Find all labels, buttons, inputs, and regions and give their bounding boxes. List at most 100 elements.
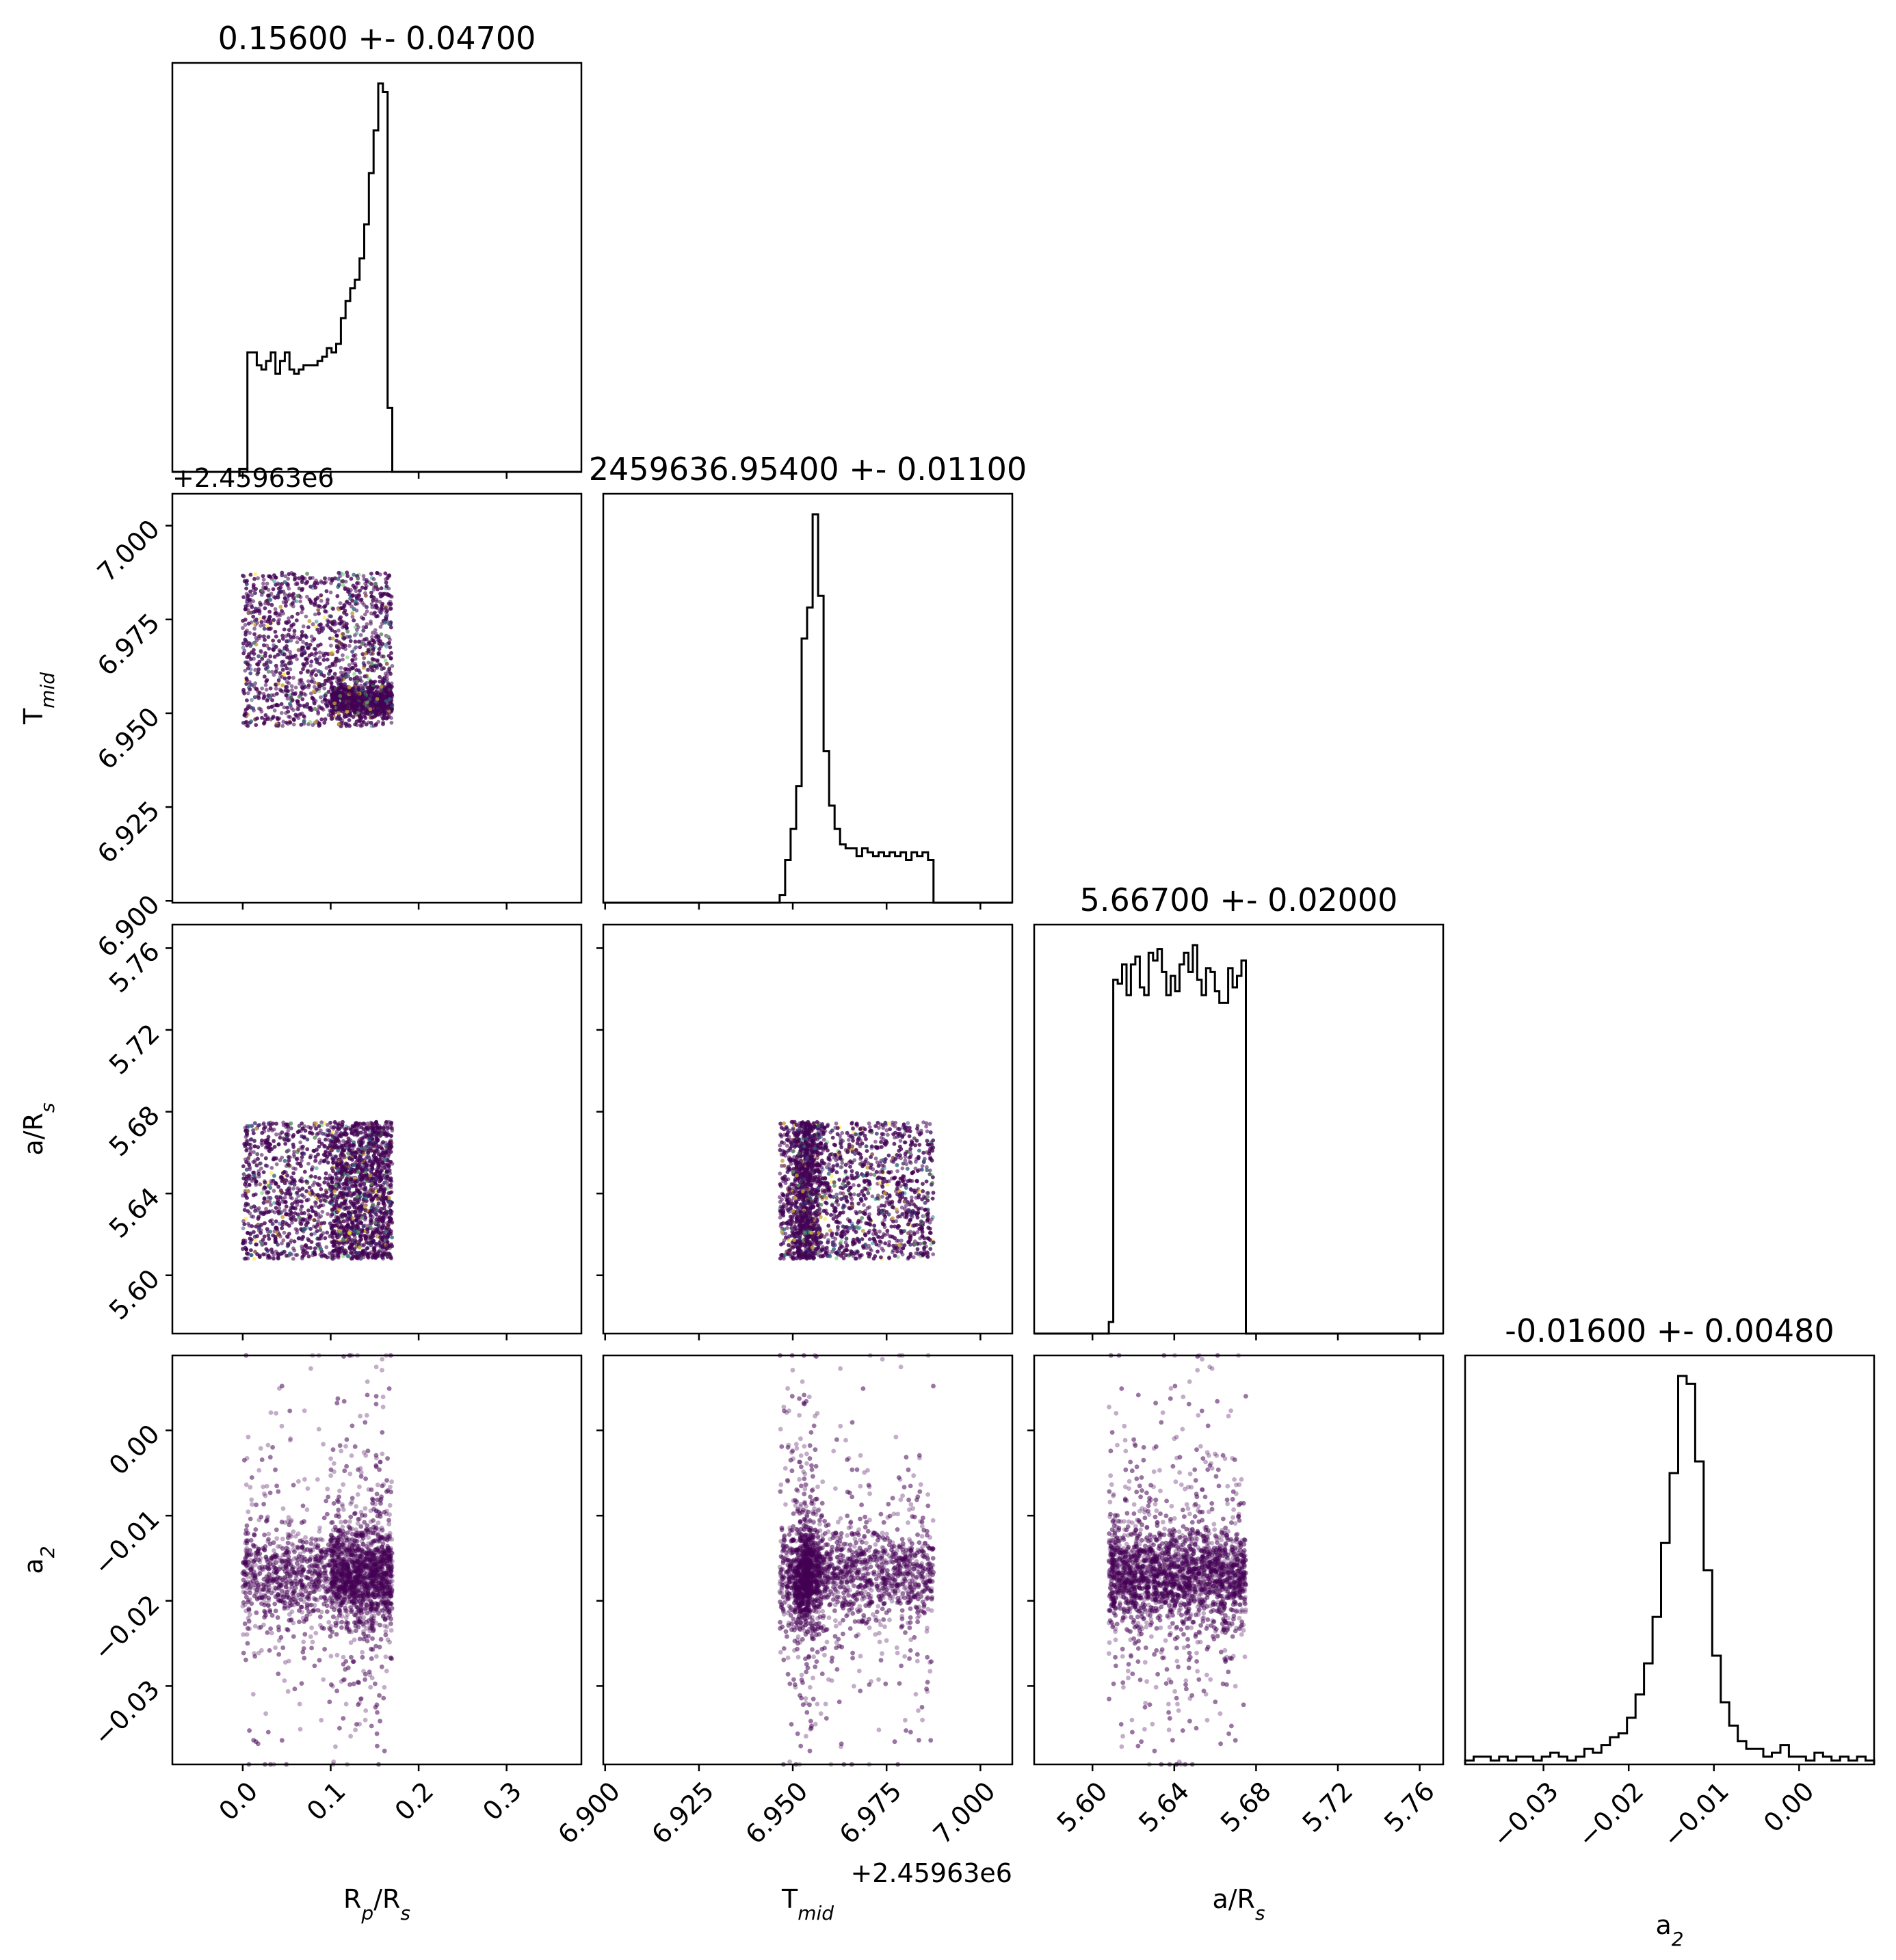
- scatter-point: [255, 672, 260, 676]
- scatter-point: [363, 612, 367, 617]
- scatter-point: [365, 667, 370, 672]
- scatter-point: [362, 656, 367, 661]
- scatter-point: [341, 579, 345, 583]
- scatter-point: [304, 614, 308, 619]
- scatter-point: [359, 679, 364, 683]
- scatter-point: [249, 650, 254, 654]
- scatter-point: [352, 703, 357, 708]
- scatter-point: [354, 689, 358, 693]
- scatter-point: [300, 697, 305, 702]
- scatter-point: [293, 685, 298, 690]
- scatter-point: [263, 654, 267, 658]
- scatter-point: [332, 672, 337, 676]
- scatter-point: [250, 698, 254, 702]
- scatter-point: [382, 592, 386, 596]
- scatter-point: [242, 713, 247, 717]
- scatter-point: [243, 607, 248, 611]
- scatter-point: [325, 623, 330, 627]
- scatter-point: [244, 586, 248, 591]
- scatter-point: [269, 670, 274, 674]
- scatter-point: [371, 646, 376, 651]
- scatter-point: [378, 624, 383, 629]
- scatter-point: [385, 634, 390, 639]
- scatter-point: [308, 719, 313, 724]
- scatter-point: [331, 705, 336, 709]
- scatter-point: [276, 652, 280, 657]
- scatter-point: [313, 1158, 317, 1163]
- scatter-point: [278, 585, 283, 590]
- scatter-point: [246, 691, 250, 696]
- scatter-point: [366, 660, 371, 665]
- scatter-point: [279, 689, 283, 693]
- scatter-point: [276, 594, 280, 598]
- scatter-point: [252, 577, 256, 581]
- scatter-point: [280, 663, 284, 668]
- scatter-point: [286, 594, 291, 598]
- scatter-point: [370, 691, 375, 696]
- scatter-point: [266, 593, 271, 598]
- scatter-point: [268, 686, 273, 691]
- scatter-point: [330, 692, 334, 697]
- scatter-point: [389, 672, 393, 676]
- scatter-point: [295, 640, 300, 644]
- scatter-point: [364, 594, 368, 598]
- scatter-point: [337, 621, 342, 626]
- scatter-point: [259, 593, 264, 597]
- scatter-point: [375, 571, 380, 575]
- scatter-point: [377, 647, 382, 651]
- scatter-point: [320, 1210, 325, 1214]
- scatter-point: [282, 627, 287, 632]
- scatter-point: [324, 678, 328, 683]
- scatter-point: [284, 693, 289, 698]
- scatter-point: [274, 683, 278, 687]
- scatter-point: [298, 599, 302, 604]
- scatter-point: [287, 715, 291, 719]
- scatter-point: [263, 667, 268, 671]
- scatter-point: [265, 599, 269, 604]
- scatter-point: [243, 668, 248, 673]
- scatter-point: [246, 662, 250, 667]
- scatter-point: [249, 719, 254, 724]
- scatter-point: [330, 661, 335, 666]
- scatter-point: [268, 598, 273, 602]
- scatter-point: [241, 1226, 246, 1231]
- scatter-point: [272, 708, 277, 713]
- scatter-point: [373, 628, 378, 633]
- scatter-point: [333, 710, 337, 715]
- scatter-point: [262, 626, 267, 631]
- scatter-point: [323, 576, 327, 581]
- scatter-point: [384, 644, 389, 649]
- scatter-point: [334, 633, 339, 638]
- scatter-point: [318, 642, 323, 647]
- scatter-point: [313, 720, 318, 724]
- scatter-point: [261, 623, 266, 628]
- scatter-point: [376, 634, 380, 638]
- scatter-point: [286, 577, 291, 581]
- scatter-point: [315, 660, 319, 665]
- scatter-point: [389, 607, 393, 611]
- scatter-point: [321, 627, 325, 632]
- scatter-point: [345, 629, 350, 634]
- scatter-point: [353, 639, 358, 644]
- scatter-point: [319, 695, 323, 700]
- scatter-point: [374, 614, 378, 619]
- scatter-point: [294, 599, 299, 604]
- scatter-point: [301, 662, 306, 666]
- scatter-point: [337, 658, 341, 663]
- scatter-point: [289, 655, 294, 659]
- scatter-point: [389, 651, 393, 655]
- scatter-point: [339, 615, 343, 620]
- scatter-point: [322, 686, 327, 691]
- scatter-point: [302, 649, 306, 653]
- scatter-point: [378, 662, 382, 667]
- scatter-point: [261, 696, 266, 700]
- scatter-point: [350, 665, 354, 670]
- scatter-point: [350, 605, 354, 609]
- scatter-point: [306, 646, 310, 650]
- scatter-point: [330, 1130, 335, 1135]
- scatter-point: [267, 617, 271, 622]
- scatter-point: [314, 1201, 318, 1205]
- scatter-point: [351, 715, 356, 719]
- scatter-point: [352, 676, 357, 681]
